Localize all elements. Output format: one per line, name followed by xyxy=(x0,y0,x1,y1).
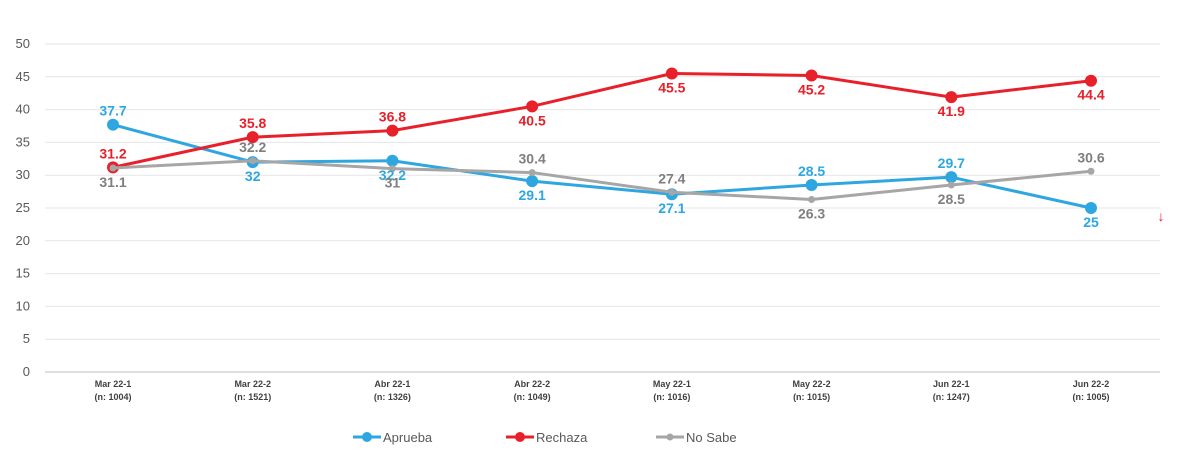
data-label-aprueba: 29.1 xyxy=(519,187,546,203)
data-label-no-sabe: 28.5 xyxy=(938,191,965,207)
point-rechaza xyxy=(805,69,818,82)
data-label-rechaza: 40.5 xyxy=(519,112,546,128)
y-tick-label: 35 xyxy=(16,134,30,149)
data-label-rechaza: 41.9 xyxy=(938,103,965,119)
x-tick-label: Jun 22-2 xyxy=(1073,379,1110,389)
point-aprueba xyxy=(386,154,399,167)
point-aprueba xyxy=(526,175,539,188)
point-rechaza xyxy=(1085,74,1097,87)
point-rechaza xyxy=(665,67,678,80)
legend-item-no-sabe: No Sabe xyxy=(656,430,737,445)
x-tick-label: Mar 22-2 xyxy=(234,379,271,389)
point-rechaza xyxy=(526,100,539,113)
legend-marker xyxy=(666,433,674,441)
point-no-sabe xyxy=(249,157,257,165)
y-tick-label: 20 xyxy=(16,233,30,248)
x-tick-label: Abr 22-2 xyxy=(514,379,550,389)
legend-marker xyxy=(362,432,372,442)
data-label-no-sabe: 32.2 xyxy=(239,139,266,155)
y-tick-label: 15 xyxy=(16,266,30,281)
data-label-aprueba: 27.1 xyxy=(658,200,685,216)
point-rechaza xyxy=(945,91,958,104)
x-tick-label: May 22-2 xyxy=(793,379,831,389)
x-tick-sublabel: (n: 1326) xyxy=(374,392,411,402)
data-label-rechaza: 31.2 xyxy=(99,145,126,161)
x-axis: Mar 22-1 (n: 1004) Mar 22-2 (n: 1521) Abr 22… xyxy=(94,379,1109,402)
x-tick-sublabel: (n: 1521) xyxy=(234,392,271,402)
legend-marker xyxy=(515,432,525,442)
series-line-no-sabe xyxy=(112,159,1092,201)
data-label-rechaza: 44.4 xyxy=(1077,87,1104,103)
x-tick-label: Abr 22-1 xyxy=(374,379,410,389)
data-label-rechaza: 45.2 xyxy=(798,81,825,97)
point-aprueba xyxy=(945,171,958,184)
point-no-sabe xyxy=(808,195,816,203)
x-tick-sublabel: (n: 1016) xyxy=(653,392,690,402)
legend-label: No Sabe xyxy=(686,430,737,445)
legend-item-aprueba: Aprueba xyxy=(353,430,433,445)
y-tick-label: 45 xyxy=(16,69,30,84)
annotations: ↓ xyxy=(1158,208,1165,224)
y-tick-label: 0 xyxy=(23,364,30,379)
data-label-aprueba: 37.7 xyxy=(99,103,126,119)
data-label-aprueba: 29.7 xyxy=(938,155,965,171)
y-axis: 0 5 10 15 20 25 30 35 40 45 50 xyxy=(16,36,30,379)
point-no-sabe xyxy=(528,169,536,177)
legend-item-rechaza: Rechaza xyxy=(506,430,588,445)
series xyxy=(107,67,1097,214)
x-tick-sublabel: (n: 1247) xyxy=(933,392,970,402)
point-aprueba xyxy=(107,118,119,131)
data-label-aprueba: 32.2 xyxy=(379,167,406,183)
point-no-sabe xyxy=(668,188,676,196)
legend: Aprueba Rechaza No Sabe xyxy=(353,430,737,445)
x-tick-sublabel: (n: 1004) xyxy=(94,392,131,402)
data-label-aprueba: 25 xyxy=(1083,214,1099,230)
y-tick-label: 30 xyxy=(16,167,30,182)
point-no-sabe xyxy=(388,165,396,173)
data-label-aprueba: 28.5 xyxy=(798,163,825,179)
data-label-aprueba: 32 xyxy=(245,168,261,184)
point-no-sabe xyxy=(1087,167,1095,175)
y-tick-label: 40 xyxy=(16,102,30,117)
data-label-no-sabe: 30.4 xyxy=(519,151,546,167)
point-aprueba xyxy=(1085,202,1097,214)
data-label-no-sabe: 30.6 xyxy=(1077,149,1104,165)
x-tick-sublabel: (n: 1015) xyxy=(793,392,830,402)
x-tick-sublabel: (n: 1005) xyxy=(1072,392,1109,402)
data-label-no-sabe: 26.3 xyxy=(798,205,825,221)
data-label-rechaza: 36.8 xyxy=(379,109,406,125)
point-no-sabe xyxy=(109,164,117,172)
legend-label: Rechaza xyxy=(536,430,588,445)
y-tick-label: 50 xyxy=(16,36,30,51)
point-rechaza xyxy=(246,131,259,144)
y-tick-label: 10 xyxy=(16,298,30,313)
data-label-rechaza: 45.5 xyxy=(658,80,685,96)
data-label-no-sabe: 27.4 xyxy=(658,170,685,186)
x-tick-label: May 22-1 xyxy=(653,379,691,389)
data-labels: 37.7 32 32.2 29.1 27.1 28.5 29.7 25 31.2 35.8 36.8… xyxy=(99,80,1104,230)
data-label-no-sabe: 31 xyxy=(385,175,401,191)
point-rechaza xyxy=(386,124,399,137)
down-arrow-annotation: ↓ xyxy=(1158,208,1165,224)
y-tick-label: 25 xyxy=(16,200,30,215)
x-tick-label: Mar 22-1 xyxy=(95,379,132,389)
x-tick-sublabel: (n: 1049) xyxy=(514,392,551,402)
data-label-rechaza: 35.8 xyxy=(239,115,266,131)
point-aprueba xyxy=(805,179,818,192)
x-tick-label: Jun 22-1 xyxy=(933,379,970,389)
legend-label: Aprueba xyxy=(383,430,433,445)
point-no-sabe xyxy=(947,181,955,189)
series-line-rechaza xyxy=(112,72,1092,169)
y-tick-label: 5 xyxy=(23,331,30,346)
data-label-no-sabe: 31.1 xyxy=(99,174,126,190)
gridlines xyxy=(45,43,1160,373)
